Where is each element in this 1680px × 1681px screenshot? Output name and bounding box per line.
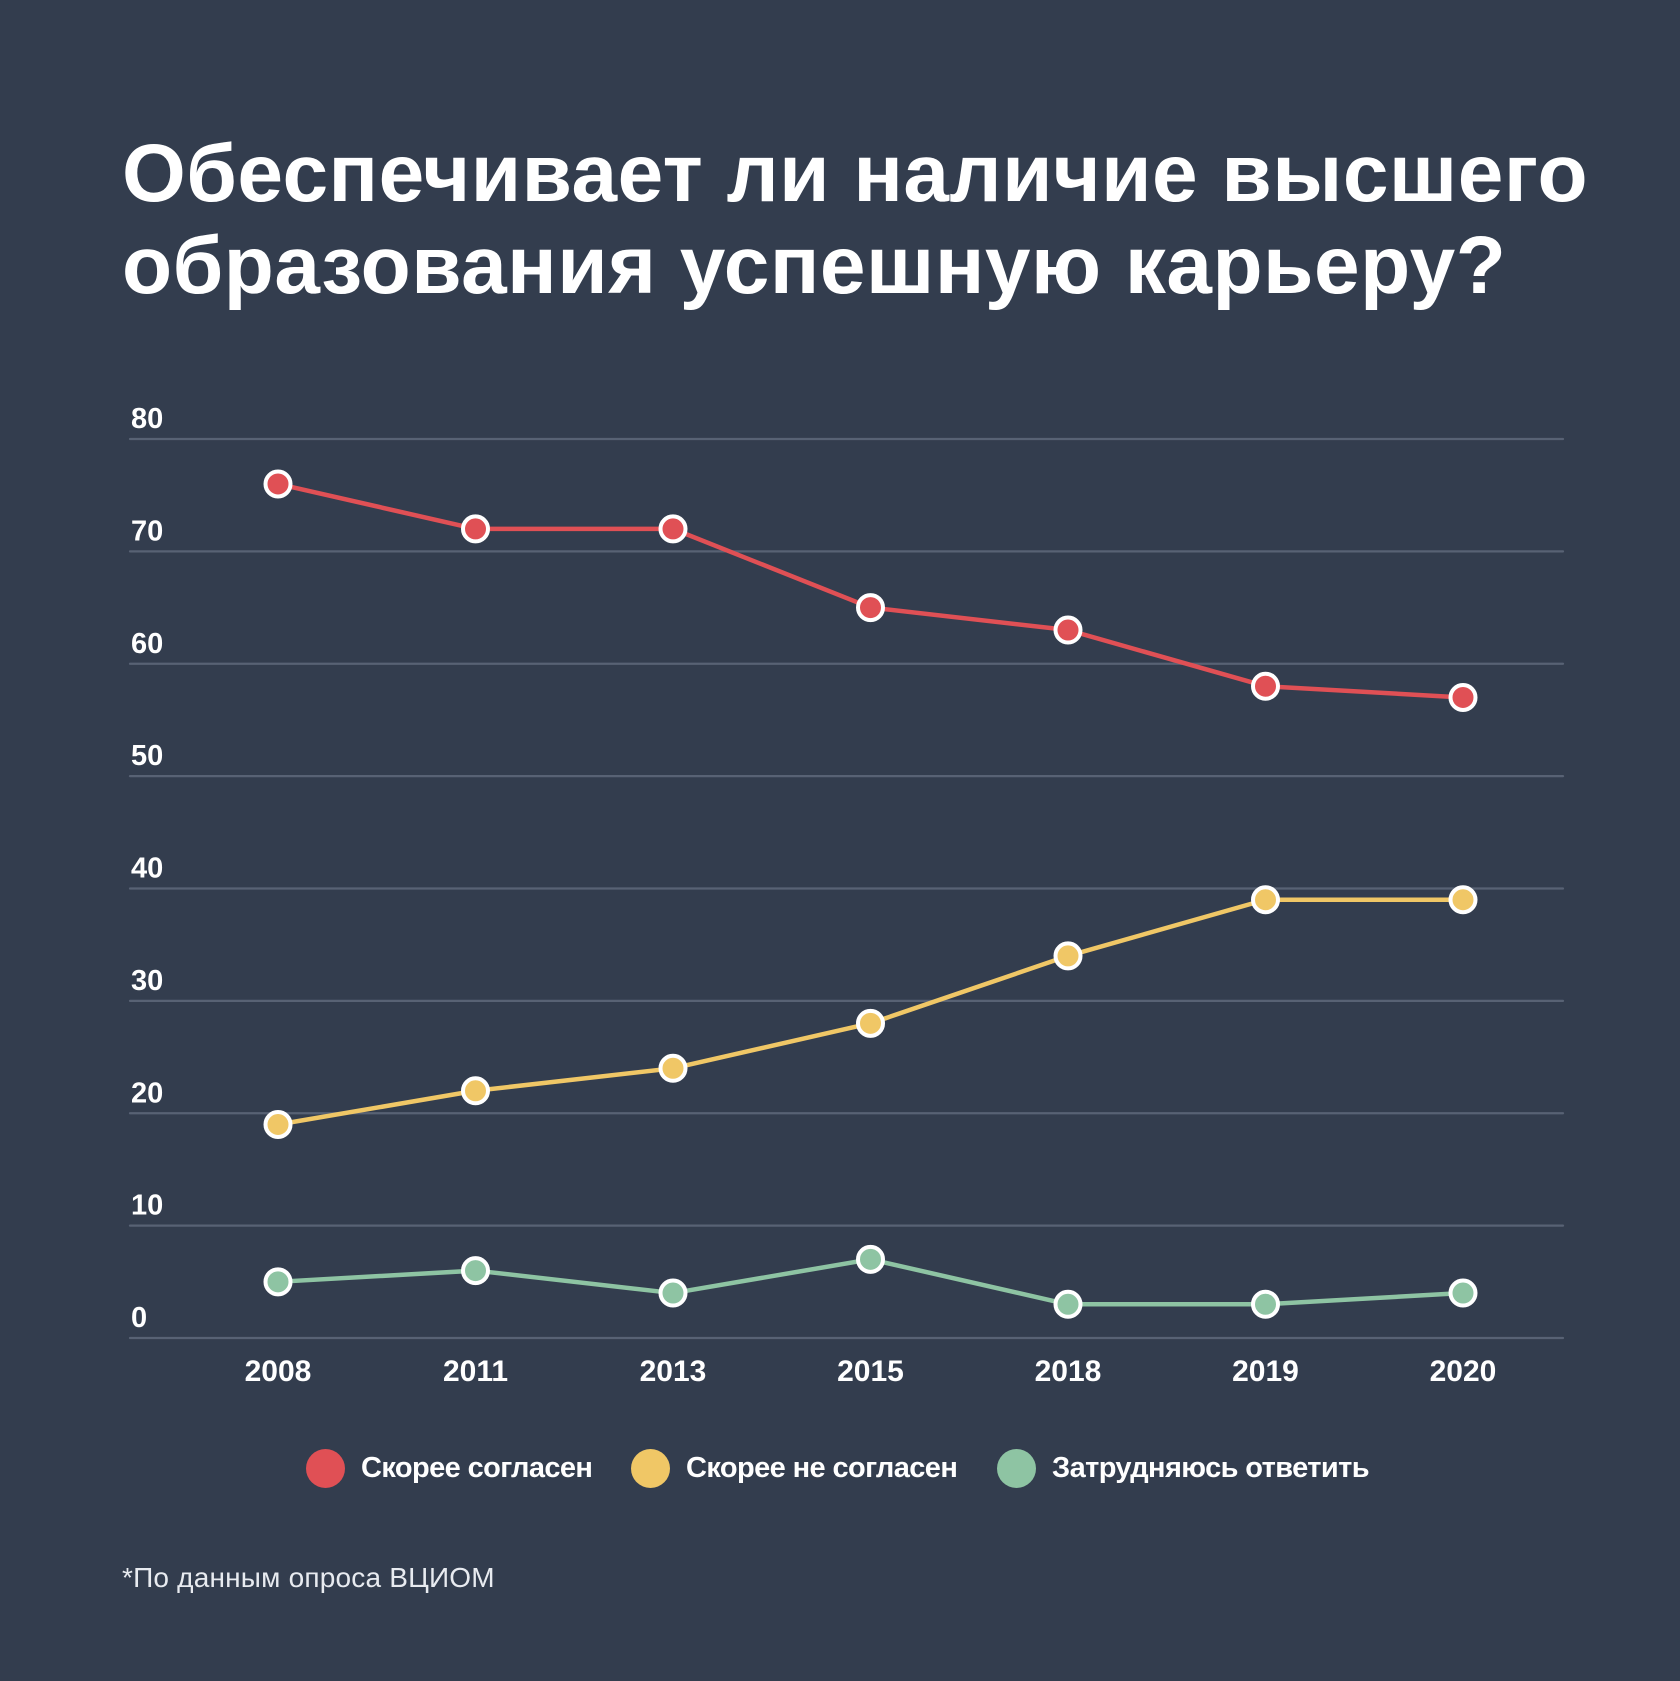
legend: Скорее согласен Скорее не согласен Затру… bbox=[0, 1446, 1680, 1490]
y-tick-label-50: 50 bbox=[131, 740, 163, 772]
data-point-2-2019 bbox=[1251, 1289, 1280, 1319]
data-point-1-2015 bbox=[856, 1008, 885, 1038]
data-point-2-2008 bbox=[263, 1267, 293, 1297]
legend-label-agree: Скорее согласен bbox=[361, 1451, 593, 1484]
legend-item-agree: Скорее согласен bbox=[306, 1446, 593, 1490]
x-tick-label-2008: 2008 bbox=[245, 1355, 312, 1388]
y-tick-label-0: 0 bbox=[131, 1302, 147, 1334]
x-tick-label-2018: 2018 bbox=[1035, 1355, 1102, 1388]
data-point-0-2008 bbox=[263, 469, 293, 499]
legend-swatch-red-circle-icon bbox=[306, 1448, 345, 1488]
y-tick-label-70: 70 bbox=[131, 515, 163, 547]
y-tick-label-60: 60 bbox=[131, 628, 163, 660]
data-point-0-2011 bbox=[461, 514, 490, 544]
data-point-2-2013 bbox=[658, 1278, 688, 1308]
data-point-0-2015 bbox=[856, 593, 885, 623]
data-point-2-2015 bbox=[856, 1244, 885, 1274]
chart-title: Обеспечивает ли наличие высшего образова… bbox=[122, 128, 1602, 312]
legend-item-disagree: Скорее не согласен bbox=[631, 1446, 958, 1490]
data-point-2-2011 bbox=[461, 1256, 490, 1286]
series-line-0 bbox=[275, 481, 1466, 700]
chart-title-line-1: Обеспечивает ли наличие высшего bbox=[122, 128, 1589, 219]
y-tick-label-40: 40 bbox=[131, 853, 163, 885]
y-tick-label-30: 30 bbox=[131, 965, 163, 997]
x-tick-label-2013: 2013 bbox=[640, 1355, 707, 1388]
legend-label-disagree: Скорее не согласен bbox=[686, 1451, 958, 1484]
x-tick-label-2020: 2020 bbox=[1430, 1355, 1497, 1388]
y-axis-tick-labels: 0 10 20 30 40 50 60 70 80 bbox=[131, 403, 163, 1334]
data-point-1-2008 bbox=[263, 1109, 293, 1139]
data-point-1-2011 bbox=[461, 1076, 490, 1106]
y-tick-label-10: 10 bbox=[131, 1190, 163, 1222]
x-tick-label-2011: 2011 bbox=[443, 1355, 508, 1388]
legend-swatch-yellow-circle-icon bbox=[631, 1448, 670, 1488]
x-tick-label-2019: 2019 bbox=[1232, 1355, 1299, 1388]
data-point-1-2020 bbox=[1448, 885, 1478, 915]
data-point-1-2019 bbox=[1251, 885, 1280, 915]
legend-label-undecided: Затрудняюсь ответить bbox=[1052, 1451, 1370, 1484]
chart-title-line-2: образования успешную карьеру? bbox=[122, 220, 1507, 311]
gridlines bbox=[128, 437, 1565, 1340]
source-footnote: *По данным опроса ВЦИОМ bbox=[122, 1562, 495, 1593]
legend-item-undecided: Затрудняюсь ответить bbox=[997, 1446, 1370, 1490]
y-tick-label-80: 80 bbox=[131, 403, 163, 435]
data-point-0-2019 bbox=[1251, 671, 1280, 701]
data-point-1-2013 bbox=[658, 1053, 688, 1083]
data-point-2-2018 bbox=[1053, 1289, 1083, 1319]
y-tick-label-20: 20 bbox=[131, 1077, 163, 1109]
legend-swatch-green-circle-icon bbox=[997, 1448, 1036, 1488]
data-point-0-2013 bbox=[658, 514, 688, 544]
data-point-1-2018 bbox=[1053, 941, 1083, 971]
data-point-0-2018 bbox=[1053, 615, 1083, 645]
series-markers bbox=[263, 469, 1478, 1319]
x-tick-label-2015: 2015 bbox=[837, 1355, 904, 1388]
data-point-2-2020 bbox=[1448, 1278, 1478, 1308]
data-point-0-2020 bbox=[1448, 682, 1478, 712]
x-axis-tick-labels: 2008 2011 2013 2015 2018 2019 2020 bbox=[245, 1355, 1497, 1388]
